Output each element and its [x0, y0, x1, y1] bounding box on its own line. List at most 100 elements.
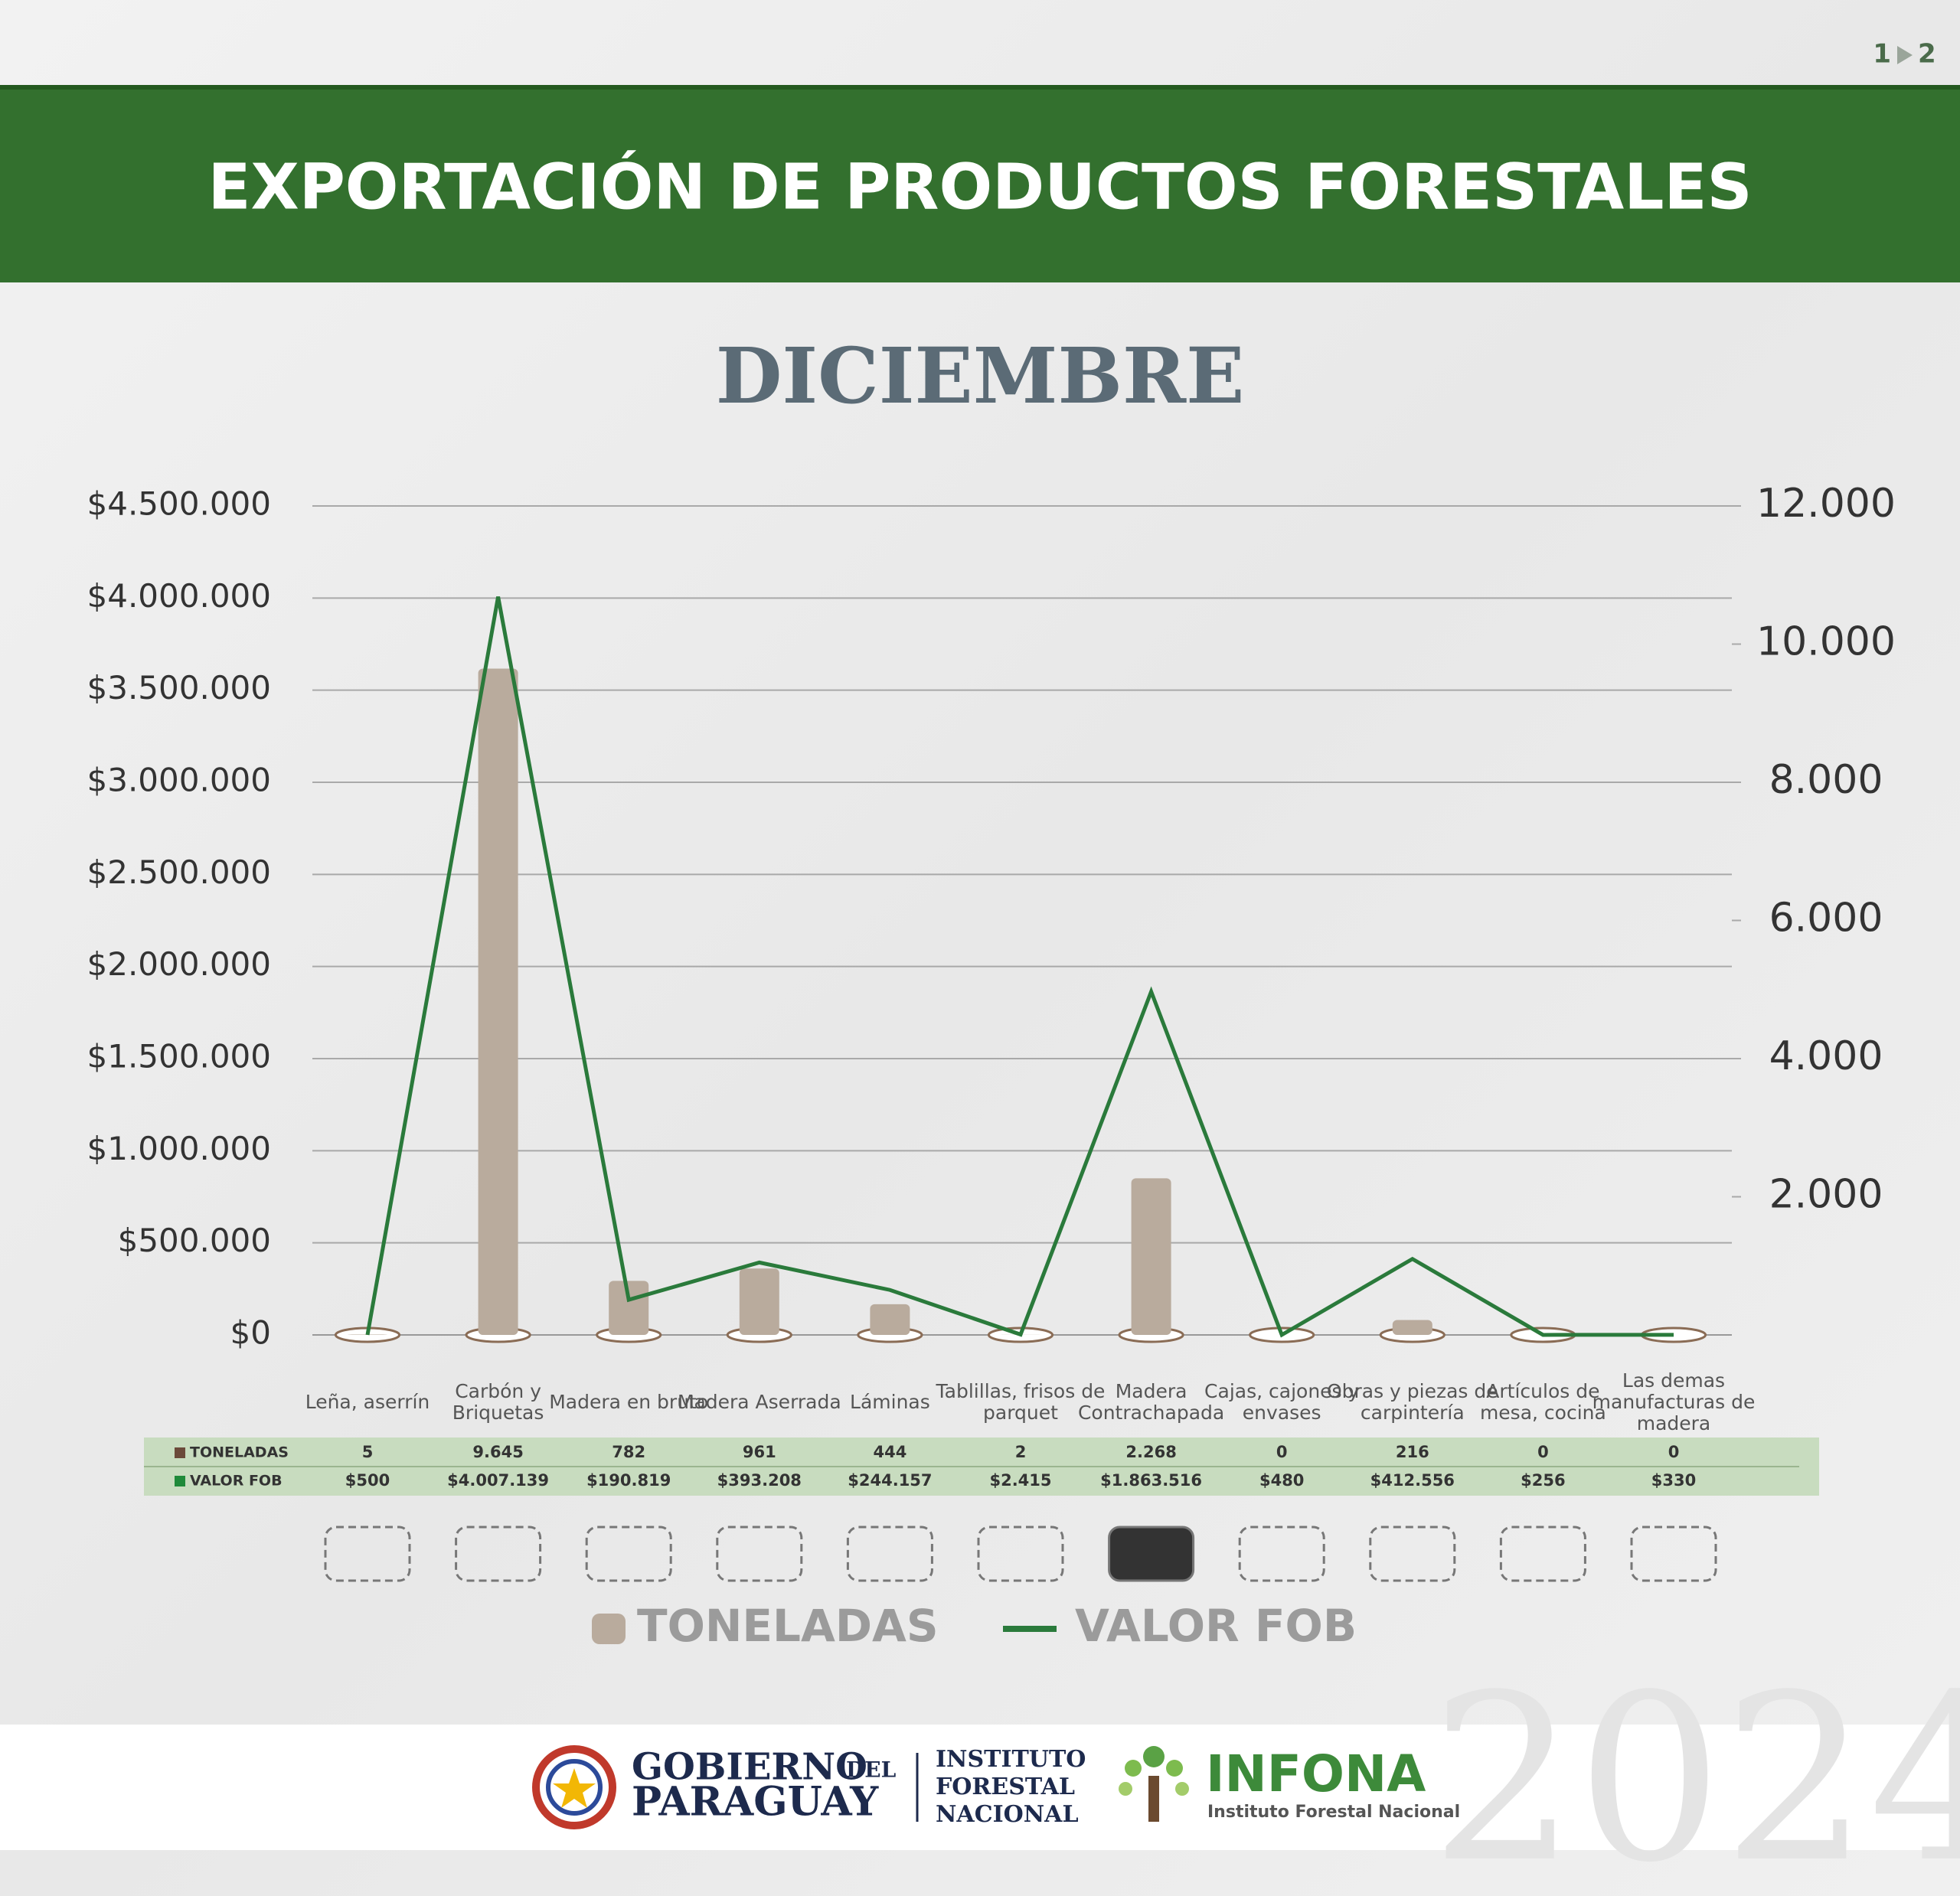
- tree-trunk: [1148, 1776, 1159, 1822]
- inst-name: FORESTAL: [936, 1774, 1075, 1800]
- bar: [478, 668, 518, 1335]
- x-label-box: Madera Contrachapada: [1077, 1380, 1225, 1424]
- table-cell: $330: [1651, 1471, 1696, 1490]
- x-tick-label: Las demas manufacturas de madera: [1592, 1369, 1756, 1434]
- x-tick-label: Cajas, cajones y envases: [1204, 1380, 1360, 1424]
- table-cell: 0: [1668, 1443, 1680, 1461]
- table-cell: 444: [873, 1443, 906, 1461]
- legend-label: TONELADAS: [637, 1600, 939, 1652]
- header-title: EXPORTACIÓN DE PRODUCTOS FORESTALES: [207, 149, 1752, 224]
- table-cell: $256: [1521, 1471, 1565, 1490]
- table-cell: 216: [1396, 1443, 1429, 1461]
- bar: [739, 1268, 779, 1335]
- table-cell: 961: [743, 1443, 776, 1461]
- x-label-box: Obras y piezas de carpintería: [1326, 1380, 1498, 1424]
- y2-tick-label: 2.000: [1769, 1172, 1883, 1218]
- footer-band: [0, 1725, 1960, 1850]
- product-icon: [716, 1526, 803, 1582]
- header-band: [0, 85, 1960, 282]
- page-arrow: [1897, 46, 1913, 64]
- y2-tick-label: 12.000: [1756, 481, 1896, 527]
- chart: $0 $500.000 $1.000.000 $1.500.000 $2.000.000…: [87, 481, 1896, 1652]
- x-label-box: Madera Aserrada: [677, 1391, 841, 1413]
- bar: [1131, 1178, 1171, 1335]
- inst-name: INSTITUTO: [936, 1746, 1086, 1773]
- product-icon: [1499, 1526, 1586, 1582]
- infona-name: INFONA: [1206, 1744, 1426, 1803]
- gov-star: [553, 1768, 596, 1808]
- y-tick-label: $2.500.000: [87, 853, 271, 891]
- product-icon: [977, 1526, 1064, 1582]
- page-indicator: 1: [1873, 39, 1891, 70]
- x-label-box: Madera en bruto: [549, 1391, 709, 1413]
- year-watermark: 2024: [1430, 1646, 1960, 1896]
- inst-name: NACIONAL: [936, 1801, 1079, 1828]
- x-label-box: Las demas manufacturas de madera: [1592, 1369, 1756, 1434]
- x-tick-label: Obras y piezas de carpintería: [1326, 1380, 1498, 1424]
- tree-leaf: [1143, 1746, 1165, 1767]
- legend-swatch: [592, 1614, 626, 1644]
- infona-logo: [1119, 1746, 1189, 1822]
- gov-emblem: [532, 1745, 616, 1829]
- product-icon: [846, 1526, 933, 1582]
- table-cell: 9.645: [472, 1443, 523, 1461]
- x-label-box: Artículos de mesa, cocina: [1479, 1380, 1606, 1424]
- tree-leaf: [1166, 1760, 1183, 1777]
- product-icon: [1630, 1526, 1717, 1582]
- table-row-header: TONELADAS: [190, 1444, 289, 1461]
- x-tick-label: Madera en bruto: [549, 1391, 709, 1413]
- y2-tick-label: 4.000: [1769, 1033, 1883, 1079]
- tree-leaf: [1125, 1760, 1142, 1777]
- y-tick-label: $500.000: [118, 1222, 271, 1259]
- page-indicator: 2: [1918, 39, 1936, 70]
- y2-tick-label: 6.000: [1769, 896, 1883, 941]
- table-swatch: [175, 1447, 185, 1458]
- x-tick-label: Madera Contrachapada: [1077, 1380, 1225, 1424]
- chart-subtitle: DICIEMBRE: [716, 331, 1245, 421]
- product-icon: [324, 1526, 411, 1582]
- table-cell: $190.819: [586, 1471, 671, 1490]
- y-tick-label: $3.000.000: [87, 762, 271, 799]
- tree-leaf: [1175, 1782, 1189, 1796]
- x-tick-label: Láminas: [850, 1391, 930, 1413]
- x-tick-label: Tablillas, frisos de parquet: [936, 1380, 1106, 1424]
- product-icon: [1108, 1526, 1195, 1582]
- product-icon: [455, 1526, 542, 1582]
- bar: [1392, 1320, 1432, 1335]
- table-row-header: VALOR FOB: [190, 1473, 283, 1490]
- x-label-box: Carbón y Briquetas: [452, 1381, 544, 1424]
- tree-leaf: [1119, 1782, 1132, 1796]
- bar: [609, 1281, 649, 1335]
- y2-tick-label: 8.000: [1769, 757, 1883, 803]
- table-cell: $4.007.139: [447, 1471, 549, 1490]
- x-label-box: Tablillas, frisos de parquet: [936, 1380, 1106, 1424]
- table-swatch: [175, 1476, 185, 1486]
- bar: [870, 1304, 910, 1335]
- y-tick-label: $4.500.000: [87, 485, 271, 523]
- table-cell: $480: [1259, 1471, 1304, 1490]
- y-tick-label: $1.500.000: [87, 1038, 271, 1075]
- gov-name: PARAGUAY: [632, 1779, 879, 1826]
- x-label-box: Cajas, cajones y envases: [1204, 1380, 1360, 1424]
- gov-name: GOBIERNO: [632, 1746, 867, 1789]
- legend-label: VALOR FOB: [1075, 1600, 1357, 1652]
- x-tick-label: Leña, aserrín: [305, 1391, 430, 1413]
- table-cell: 0: [1537, 1443, 1549, 1461]
- x-label-box: Leña, aserrín: [305, 1391, 430, 1413]
- table-cell: 0: [1276, 1443, 1288, 1461]
- table-cell: $412.556: [1370, 1471, 1455, 1490]
- table-cell: 2: [1015, 1443, 1027, 1461]
- table-cell: $1.863.516: [1100, 1471, 1202, 1490]
- table-cell: 2.268: [1125, 1443, 1176, 1461]
- x-tick-label: Madera Aserrada: [677, 1391, 841, 1413]
- table-cell: $2.415: [989, 1471, 1051, 1490]
- table-cell: $393.208: [717, 1471, 802, 1490]
- x-tick-label: Artículos de mesa, cocina: [1479, 1380, 1606, 1424]
- y-tick-label: $4.000.000: [87, 577, 271, 615]
- product-icon: [1369, 1526, 1456, 1582]
- gov-del: DEL: [846, 1757, 897, 1783]
- x-label-box: Láminas: [850, 1391, 930, 1413]
